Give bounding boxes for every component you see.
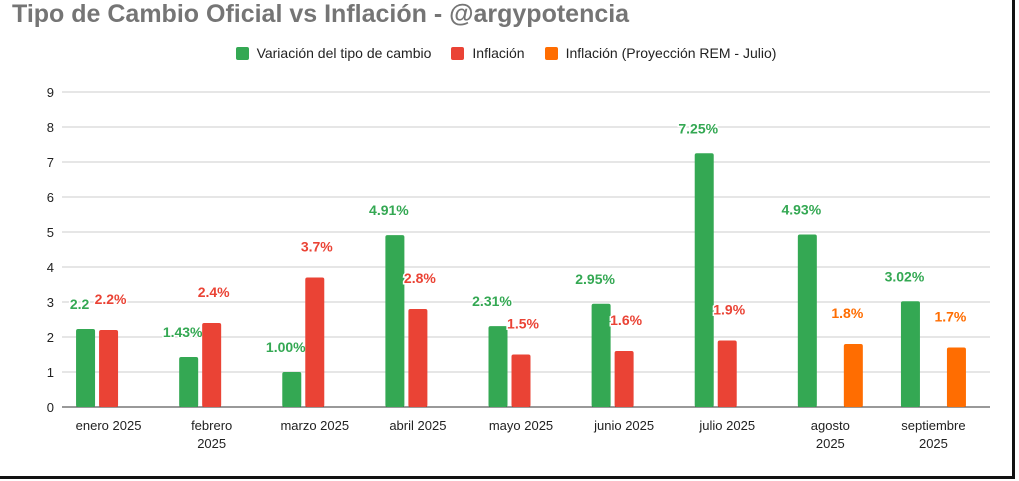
data-label: 2.4% [198, 284, 230, 300]
bar-fx [76, 328, 96, 407]
x-tick-label: febrero [191, 418, 232, 433]
bar-fx [179, 356, 199, 407]
x-tick-label: mayo 2025 [489, 418, 553, 433]
x-tick-label: 2025 [919, 436, 948, 451]
x-tick-label: julio 2025 [698, 418, 755, 433]
x-tick-label: enero 2025 [76, 418, 142, 433]
bar-rem [946, 347, 966, 407]
bar-inflacion [511, 354, 531, 407]
data-label: 1.6% [610, 312, 642, 328]
x-tick-label: marzo 2025 [280, 418, 349, 433]
bar-inflacion [408, 309, 428, 407]
y-tick-label: 4 [47, 260, 54, 275]
bar-inflacion [614, 351, 634, 407]
data-label: 7.25% [678, 120, 718, 136]
data-label: 1.5% [507, 316, 539, 332]
data-label: 1.9% [713, 302, 745, 318]
data-label: 2.2 [70, 296, 90, 312]
data-label: 3.02% [885, 268, 925, 284]
legend-label: Inflación [472, 45, 525, 61]
bar-fx [797, 234, 817, 407]
data-label: 2.31% [472, 293, 512, 309]
bar-fx [282, 372, 302, 407]
x-tick-label: junio 2025 [593, 418, 654, 433]
legend-swatch [451, 46, 465, 60]
bar-fx [694, 153, 714, 407]
bar-fx [591, 303, 611, 407]
legend-item-inflacion[interactable]: Inflación [451, 45, 525, 61]
bar-inflacion [99, 330, 119, 407]
bar-rem [843, 344, 863, 407]
y-tick-label: 7 [47, 155, 54, 170]
x-tick-label: abril 2025 [389, 418, 446, 433]
y-tick-label: 2 [47, 330, 54, 345]
bar-inflacion [305, 277, 325, 407]
y-tick-label: 8 [47, 120, 54, 135]
y-tick-label: 1 [47, 365, 54, 380]
legend-item-tipo-de-cambio[interactable]: Variación del tipo de cambio [235, 45, 432, 61]
legend-label: Inflación (Proyección REM - Julio) [565, 45, 777, 61]
y-tick-label: 0 [47, 400, 54, 415]
y-tick-label: 5 [47, 225, 54, 240]
x-tick-label: 2025 [197, 436, 226, 451]
data-label: 4.91% [369, 202, 409, 218]
x-tick-label: agosto [811, 418, 850, 433]
x-tick-label: septiembre [901, 418, 965, 433]
data-label: 2.8% [404, 270, 436, 286]
data-label: 2.2% [95, 291, 127, 307]
data-label: 1.8% [831, 305, 863, 321]
y-tick-label: 9 [47, 85, 54, 100]
x-tick-label: 2025 [816, 436, 845, 451]
data-label: 1.7% [934, 309, 966, 325]
bar-fx [900, 301, 920, 407]
data-label: 3.7% [301, 239, 333, 255]
legend-swatch [235, 46, 249, 60]
legend: Variación del tipo de cambio Inflación I… [0, 45, 1012, 61]
legend-label: Variación del tipo de cambio [256, 45, 432, 61]
data-label: 1.43% [163, 324, 203, 340]
bar-fx [385, 235, 405, 407]
y-tick-label: 3 [47, 295, 54, 310]
y-tick-label: 6 [47, 190, 54, 205]
chart-title: Tipo de Cambio Oficial vs Inflación - @a… [12, 0, 630, 28]
data-label: 1.00% [266, 339, 306, 355]
bar-inflacion [202, 323, 222, 407]
bar-inflacion [717, 340, 737, 407]
data-label: 2.95% [575, 271, 615, 287]
bar-fx [488, 326, 508, 407]
data-label: 4.93% [781, 201, 821, 217]
legend-item-proyeccion-rem[interactable]: Inflación (Proyección REM - Julio) [544, 45, 777, 61]
legend-swatch [544, 46, 558, 60]
